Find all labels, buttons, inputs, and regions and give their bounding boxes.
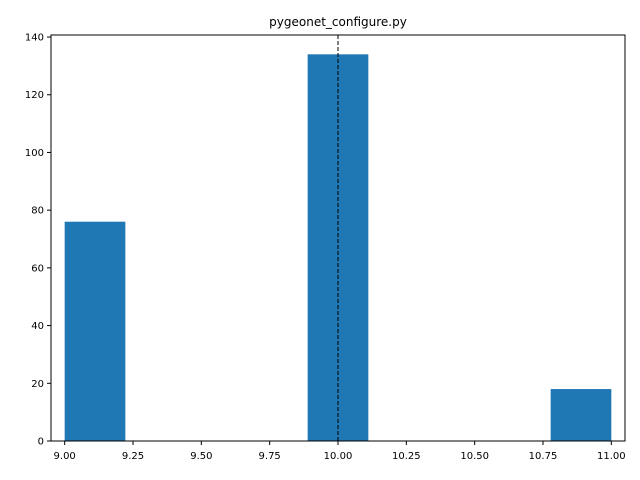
histogram-bar-0 [64,221,126,441]
y-tick-label-6: 120 [25,90,44,101]
y-tick-label-0: 0 [38,437,44,448]
x-tick-label-3: 9.75 [259,451,281,462]
y-tick-label-3: 60 [31,263,44,274]
x-tick-label-8: 11.00 [597,451,626,462]
x-tick-label-6: 10.50 [460,451,489,462]
x-tick-label-7: 10.75 [529,451,558,462]
y-tick-label-5: 100 [25,148,44,159]
x-tick-label-5: 10.25 [392,451,421,462]
y-axis-ticks: 0 20 40 60 80 100 120 140 [25,33,51,448]
y-tick-label-1: 20 [31,379,44,390]
y-tick-label-2: 40 [31,321,44,332]
x-tick-label-4: 10.00 [324,451,353,462]
y-tick-label-7: 140 [25,33,44,44]
y-tick-label-4: 80 [31,206,44,217]
x-tick-label-1: 9.25 [122,451,144,462]
x-tick-label-2: 9.50 [190,451,212,462]
x-axis-ticks: 9.00 9.25 9.50 9.75 10.00 10.25 10.50 10.75 11.0… [54,441,626,462]
chart-title: pygeonet_configure.py [269,15,407,29]
histogram-bar-2 [550,389,612,441]
x-tick-label-0: 9.00 [54,451,76,462]
